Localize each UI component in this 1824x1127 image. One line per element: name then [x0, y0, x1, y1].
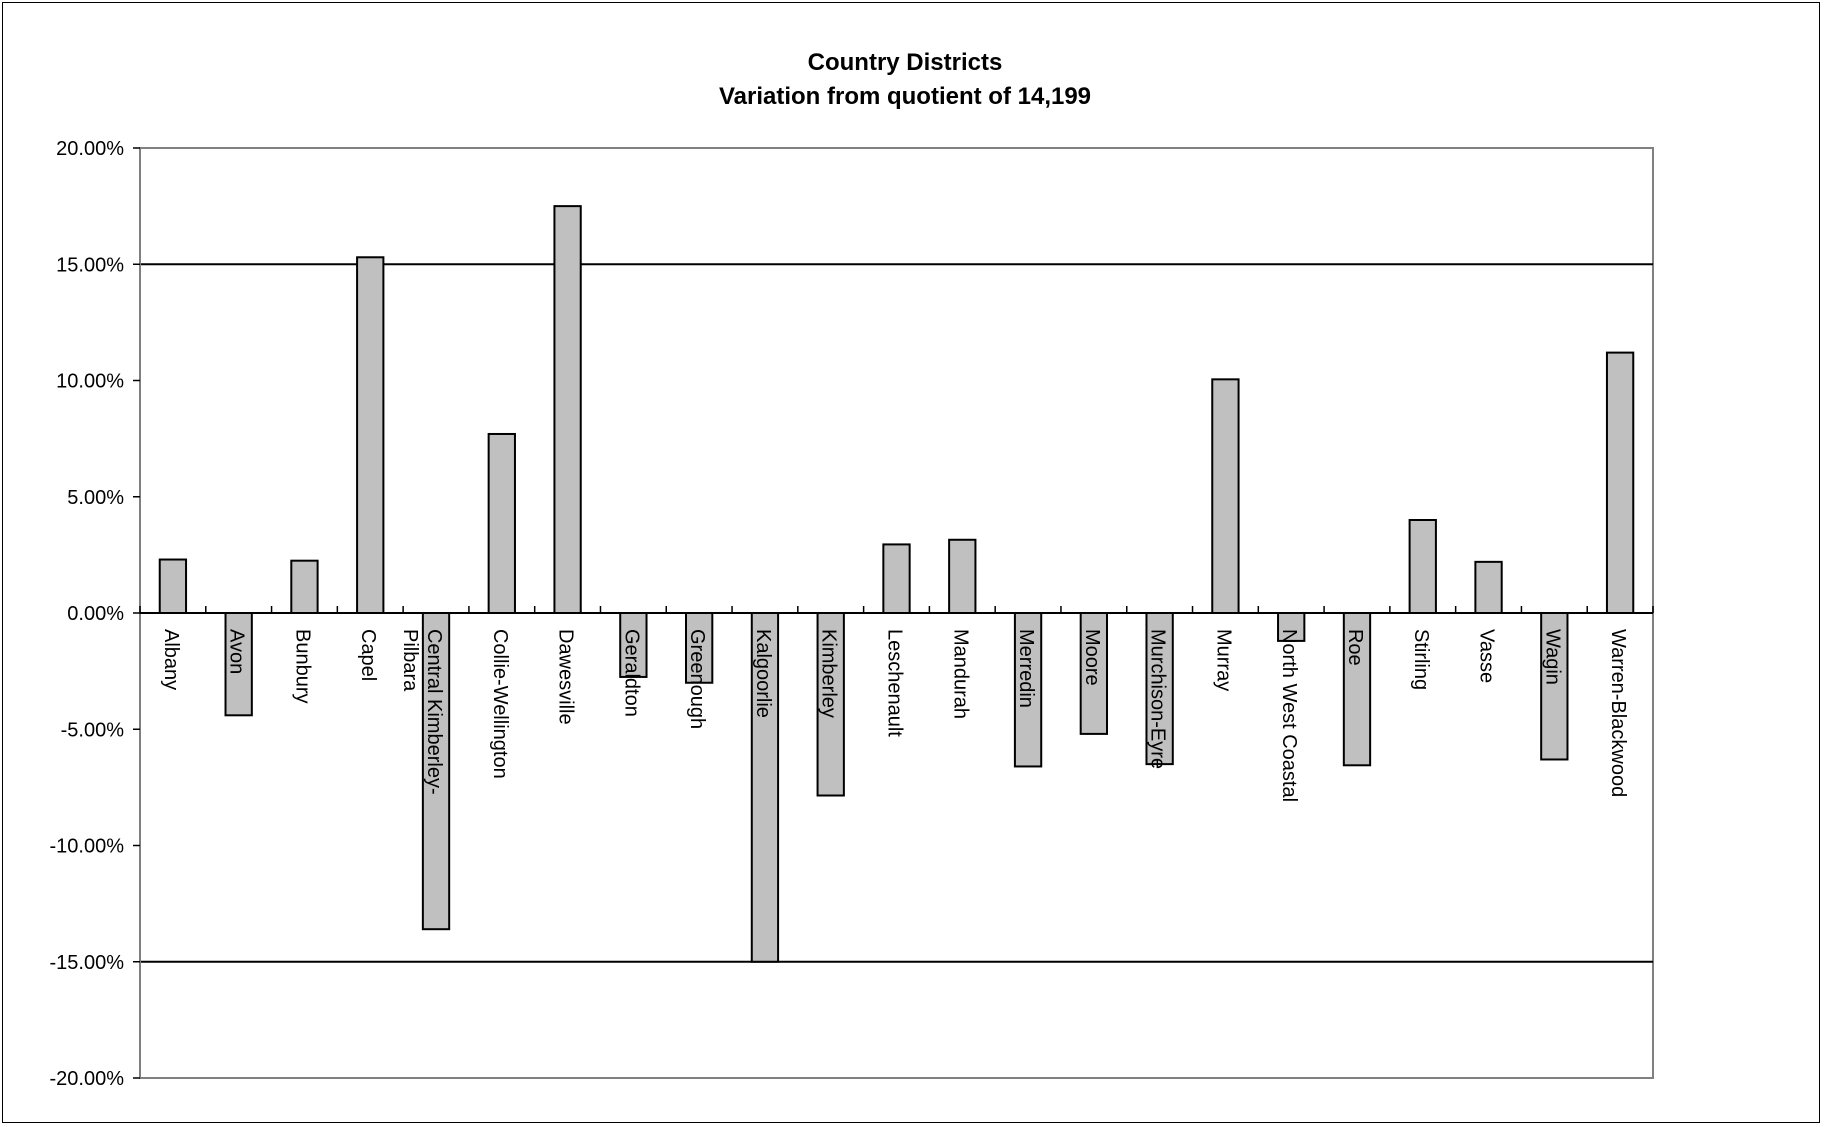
- x-category-label: Moore: [1081, 629, 1103, 686]
- x-axis: [139, 606, 1654, 614]
- x-category-label: Murchison-Eyre: [1147, 629, 1169, 769]
- bar-warren-blackwood: [1605, 351, 1635, 614]
- bar-collie-wellington: [487, 432, 516, 614]
- x-category-label: Merredin: [1015, 629, 1037, 708]
- x-category-label: Mandurah: [949, 629, 971, 719]
- x-category-label: Stirling: [1410, 629, 1432, 690]
- x-category-label: Wagin: [1541, 629, 1563, 685]
- x-category-label: Murray: [1212, 629, 1234, 691]
- bar-murray: [1211, 378, 1240, 614]
- x-category-label: Bunbury: [291, 629, 313, 704]
- y-tick-label: 15.00%: [56, 254, 124, 276]
- bar-kimberley: [816, 612, 845, 797]
- x-category-label: Albany: [160, 629, 182, 690]
- bar-moore: [1079, 612, 1109, 735]
- x-category-label: Avon: [226, 629, 248, 674]
- bar-dawesville: [553, 205, 582, 614]
- bar-greenough: [684, 612, 714, 684]
- x-category-label: Geraldton: [620, 629, 642, 717]
- bar-bunbury: [290, 559, 319, 614]
- bars: [158, 205, 1635, 963]
- bar-wagin: [1540, 612, 1569, 761]
- y-tick-label: -10.00%: [50, 836, 125, 858]
- x-category-label: Roe: [1344, 629, 1366, 666]
- bar-vasse: [1474, 560, 1503, 614]
- x-category-label: Kimberley: [818, 629, 840, 718]
- y-tick-label: -5.00%: [61, 719, 125, 741]
- x-category-label: Collie-Wellington: [489, 629, 511, 779]
- x-category-label: Leschenault: [884, 629, 906, 737]
- bar-leschenault: [882, 543, 911, 614]
- y-tick-label: 10.00%: [56, 371, 124, 393]
- bar-mandurah: [948, 538, 977, 615]
- y-tick-label: -20.00%: [50, 1068, 125, 1090]
- y-tick-label: 20.00%: [56, 138, 124, 160]
- bar-merredin: [1013, 612, 1043, 768]
- category-labels: Albany Avon Bunbury Capel Central Kimberley-…: [160, 629, 1629, 802]
- bar-capel: [356, 256, 385, 614]
- x-category-label: Vasse: [1476, 629, 1498, 683]
- y-tick-label: 0.00%: [67, 603, 124, 625]
- bar-central-kimberley-pilbara: [421, 612, 451, 931]
- y-tick-label: 5.00%: [67, 487, 124, 509]
- x-category-label: Capel: [357, 629, 379, 681]
- bar-stirling: [1408, 519, 1437, 614]
- x-category-label: Kalgoorlie: [752, 629, 774, 718]
- x-category-label: Greenough: [686, 629, 708, 729]
- chart-title: Country Districts: [808, 49, 1003, 76]
- y-tick-label: -15.00%: [50, 952, 125, 974]
- x-category-label: North West Coastal: [1278, 629, 1300, 802]
- x-category-label: Dawesville: [555, 629, 577, 725]
- x-category-label: Warren-Blackwood: [1607, 629, 1629, 797]
- x-category-label: Pilbara: [399, 629, 421, 692]
- y-axis: 20.00% 15.00% 10.00% 5.00% 0.00% -5.00% -10.00…: [50, 138, 141, 1090]
- reference-lines: [140, 263, 1653, 963]
- x-category-label: Central Kimberley-: [423, 629, 445, 795]
- chart-subtitle: Variation from quotient of 14,199: [719, 83, 1091, 110]
- bar-albany: [158, 558, 188, 615]
